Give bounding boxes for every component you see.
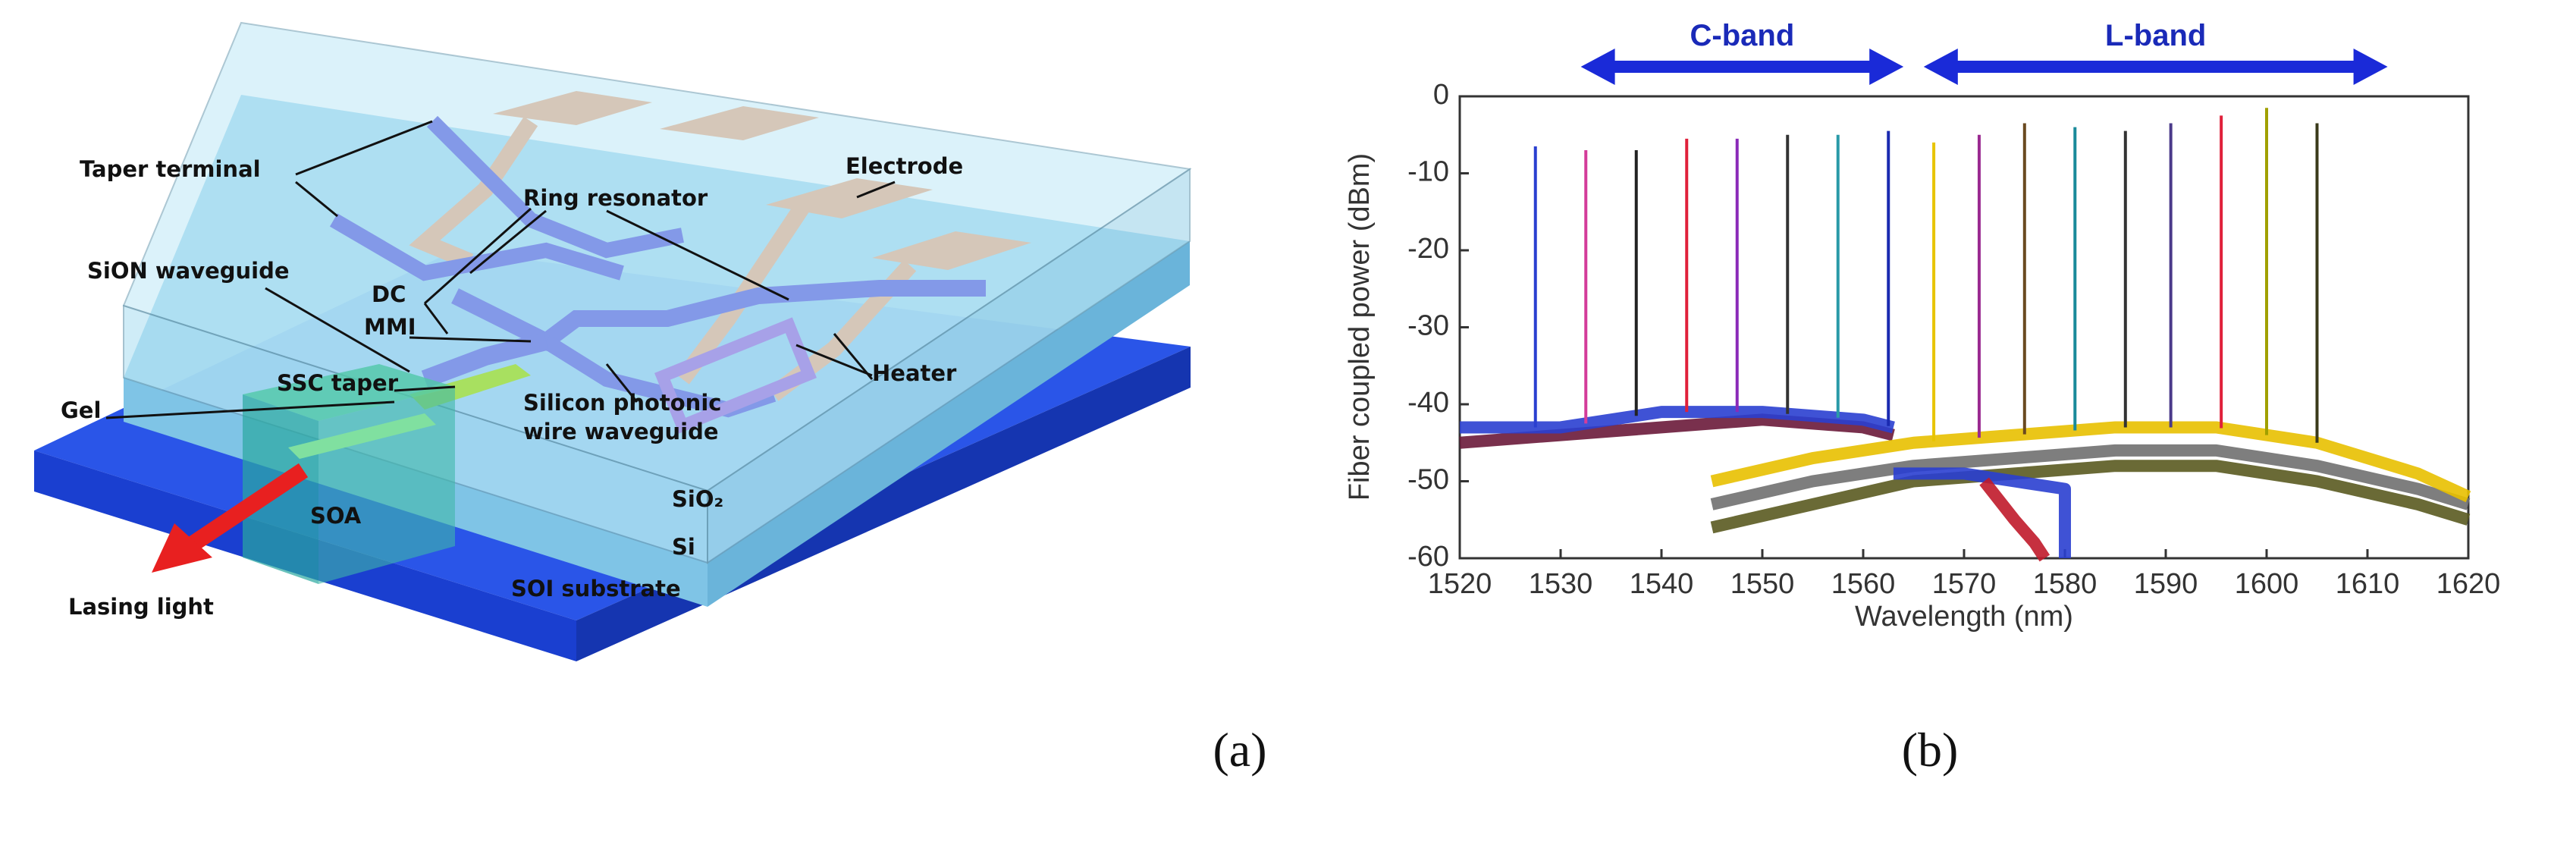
arrow-head	[2353, 49, 2388, 85]
label: Si	[672, 534, 695, 560]
leader-lines	[105, 120, 896, 419]
spectrum-line	[1710, 444, 2471, 510]
label: DC	[372, 281, 406, 307]
diagram-labels: Taper terminal DC Ring resonator Electro…	[61, 153, 963, 620]
label: SOA	[310, 503, 362, 529]
y-tick-label: -30	[1407, 310, 1449, 342]
y-axis-label: Fiber coupled power (dBm)	[1344, 153, 1376, 501]
arrow-head	[152, 523, 212, 573]
label: wire waveguide	[523, 419, 719, 444]
sio2-side	[708, 241, 1190, 607]
x-tick-label: 1550	[1730, 568, 1795, 600]
label: Taper terminal	[80, 156, 261, 182]
y-tick-label: -10	[1407, 156, 1449, 188]
label: Heater	[872, 360, 957, 386]
arrow-head	[1869, 49, 1904, 85]
x-tick-label: 1580	[2033, 568, 2098, 600]
label: Lasing light	[68, 594, 214, 620]
glass-side	[707, 168, 1191, 564]
spectrum-chart: Wavelength (nm) Fiber coupled power (dBm…	[1344, 19, 2500, 633]
y-tick-label: -20	[1407, 233, 1449, 265]
spectrum-line	[1893, 467, 2071, 558]
soa-waveguide	[288, 413, 436, 459]
band-label: L-band	[2105, 19, 2206, 52]
x-tick-label: 1620	[2436, 568, 2501, 600]
y-tick-label: -60	[1407, 541, 1449, 573]
x-tick-label: 1600	[2235, 568, 2299, 600]
band-label: C-band	[1690, 19, 1795, 52]
spectrum-line	[1459, 413, 1895, 449]
label: Ring resonator	[523, 185, 708, 211]
arrow-head	[1580, 49, 1615, 85]
y-tick-label: 0	[1433, 79, 1449, 111]
label: SSC taper	[277, 370, 399, 396]
x-tick-label: 1610	[2336, 568, 2400, 600]
spectrum-line	[1979, 477, 2050, 562]
x-tick-label: 1570	[1932, 568, 1997, 600]
x-tick-label: 1540	[1630, 568, 1694, 600]
x-tick-label: 1560	[1831, 568, 1896, 600]
spectrum-line	[1710, 460, 2471, 534]
arrow-head	[1923, 49, 1958, 85]
label: Electrode	[846, 153, 963, 179]
spectrum-line	[1710, 421, 2471, 503]
label: SOI substrate	[511, 576, 681, 601]
x-tick-label: 1520	[1428, 568, 1492, 600]
label: MMI	[364, 314, 416, 340]
spectrum-line	[1460, 406, 1895, 434]
device-diagram	[34, 21, 1192, 661]
x-tick-label: 1590	[2134, 568, 2198, 600]
label: SiO₂	[672, 486, 723, 512]
label: Silicon photonic	[523, 390, 721, 416]
caption: (a)	[1213, 723, 1266, 777]
y-tick-label: -50	[1407, 464, 1449, 496]
x-axis-label: Wavelength (nm)	[1855, 601, 2073, 633]
label: Gel	[61, 397, 101, 423]
lasing-arrow	[184, 463, 309, 554]
label: SiON waveguide	[87, 258, 290, 284]
caption: (b)	[1902, 723, 1959, 777]
y-tick-label: -40	[1407, 387, 1449, 419]
x-tick-label: 1530	[1529, 568, 1593, 600]
